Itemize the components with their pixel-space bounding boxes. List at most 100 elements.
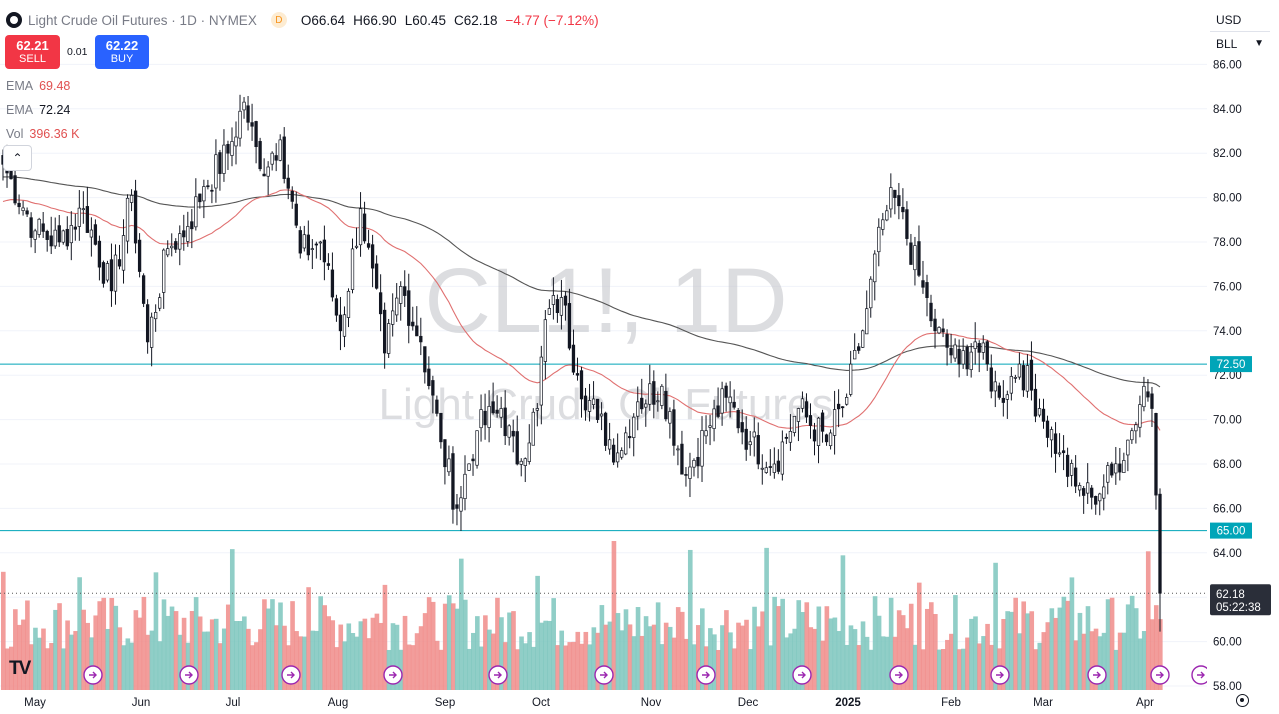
candle bbox=[957, 339, 961, 378]
currency-select[interactable]: USD bbox=[1210, 8, 1270, 32]
candle-body bbox=[330, 269, 335, 298]
indicator-volume[interactable]: Vol 396.36 K bbox=[6, 127, 79, 141]
indicator-ema-1[interactable]: EMA 69.48 bbox=[6, 79, 70, 93]
candle bbox=[170, 233, 174, 257]
collapse-chevron-up-icon[interactable]: ⌃ bbox=[3, 145, 32, 171]
candle-body bbox=[1106, 465, 1110, 483]
candle bbox=[652, 370, 656, 419]
candle-body bbox=[519, 460, 523, 465]
candle bbox=[507, 424, 511, 446]
volume-bar bbox=[137, 617, 143, 690]
event-flag-icon[interactable] bbox=[179, 665, 199, 685]
volume-bar bbox=[671, 637, 677, 690]
candle-body bbox=[832, 409, 837, 436]
event-markers bbox=[83, 665, 1211, 685]
candle bbox=[1142, 376, 1146, 412]
volume-bar bbox=[607, 621, 613, 690]
volume-bar bbox=[334, 647, 340, 690]
candle-body bbox=[475, 430, 479, 466]
unit-select[interactable]: BLL ▼ bbox=[1210, 32, 1270, 56]
volume-bar bbox=[113, 605, 119, 690]
volume-bar bbox=[916, 582, 922, 690]
sell-button[interactable]: 62.21 SELL bbox=[5, 35, 60, 69]
candle-body bbox=[129, 195, 134, 203]
volume-bar bbox=[282, 625, 287, 690]
candle-body bbox=[133, 190, 138, 244]
volume-bar bbox=[1025, 613, 1031, 690]
event-flag-icon[interactable] bbox=[1087, 665, 1107, 685]
volume-bar bbox=[229, 549, 235, 690]
candle bbox=[447, 445, 451, 476]
clock-settings-icon[interactable] bbox=[1236, 694, 1249, 707]
event-flag-icon[interactable] bbox=[83, 665, 103, 685]
event-flag-icon[interactable] bbox=[488, 665, 508, 685]
high-value: 66.90 bbox=[362, 12, 397, 28]
candle-body bbox=[326, 263, 331, 266]
candle bbox=[840, 406, 845, 418]
volume-bar bbox=[663, 622, 669, 690]
event-flag-icon[interactable] bbox=[889, 665, 909, 685]
candle-body bbox=[567, 303, 572, 349]
candle-body bbox=[901, 206, 905, 213]
volume-bar bbox=[1093, 628, 1099, 690]
candle bbox=[266, 161, 270, 196]
candle-body bbox=[145, 304, 150, 343]
volume-bar bbox=[346, 623, 352, 690]
volume-bar bbox=[832, 617, 838, 690]
candle bbox=[129, 189, 134, 212]
volume-bar bbox=[1029, 611, 1035, 690]
volume-bar bbox=[394, 624, 400, 690]
candle bbox=[439, 412, 443, 449]
event-flag-icon[interactable] bbox=[696, 665, 716, 685]
event-flag-icon[interactable] bbox=[792, 665, 812, 685]
candle-body bbox=[21, 207, 25, 211]
candle bbox=[784, 433, 789, 444]
candle-body bbox=[1114, 463, 1118, 474]
event-flag-icon[interactable] bbox=[1150, 665, 1170, 685]
volume-bar bbox=[101, 597, 107, 690]
candle bbox=[917, 225, 921, 278]
candle bbox=[523, 457, 527, 483]
event-flag-icon[interactable] bbox=[281, 665, 301, 685]
candle-body bbox=[897, 195, 901, 207]
candle bbox=[909, 234, 913, 265]
indicator-ema-2[interactable]: EMA 72.24 bbox=[6, 103, 70, 117]
candle-body bbox=[358, 208, 363, 246]
event-flag-icon[interactable] bbox=[383, 665, 403, 685]
candle-body bbox=[941, 328, 945, 333]
candle bbox=[1021, 360, 1026, 397]
volume-bar bbox=[844, 644, 850, 690]
buy-label: BUY bbox=[110, 53, 134, 65]
candle-body bbox=[728, 396, 732, 404]
tradingview-logo-icon[interactable]: TV bbox=[9, 658, 31, 679]
candle bbox=[65, 216, 69, 250]
candle-body bbox=[378, 292, 383, 315]
candle bbox=[435, 395, 439, 417]
candle-body bbox=[1102, 486, 1106, 499]
event-flag-icon[interactable] bbox=[594, 665, 614, 685]
candle bbox=[306, 220, 310, 261]
candle bbox=[800, 391, 805, 413]
volume-bar bbox=[848, 625, 854, 690]
candle-body bbox=[41, 223, 45, 232]
volume-bar bbox=[860, 621, 866, 690]
event-flag-icon[interactable] bbox=[990, 665, 1010, 685]
candle bbox=[977, 340, 981, 373]
symbol-title[interactable]: Light Crude Oil Futures · 1D · NYMEX bbox=[28, 12, 257, 28]
candle-body bbox=[137, 239, 142, 272]
candle-body bbox=[527, 442, 531, 462]
candle-body bbox=[575, 373, 580, 376]
volume-bar bbox=[117, 627, 123, 690]
volume-bar bbox=[266, 608, 271, 690]
volume-bar bbox=[197, 616, 203, 690]
volume-bar bbox=[1001, 618, 1006, 690]
candle-body bbox=[949, 347, 953, 356]
candle-body bbox=[1013, 376, 1018, 379]
buy-button[interactable]: 62.22 BUY bbox=[95, 35, 149, 69]
volume-bar bbox=[173, 611, 179, 690]
candle-body bbox=[218, 152, 222, 174]
volume-bar bbox=[1113, 649, 1119, 690]
candle-body bbox=[664, 390, 668, 420]
level-label: 72.50 bbox=[1217, 359, 1246, 371]
